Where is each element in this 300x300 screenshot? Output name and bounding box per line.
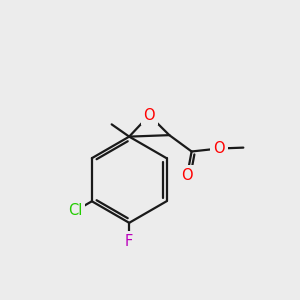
Text: Cl: Cl bbox=[68, 203, 82, 218]
Text: F: F bbox=[125, 234, 133, 249]
Text: O: O bbox=[213, 141, 225, 156]
Text: O: O bbox=[181, 168, 193, 183]
Text: O: O bbox=[143, 108, 155, 123]
